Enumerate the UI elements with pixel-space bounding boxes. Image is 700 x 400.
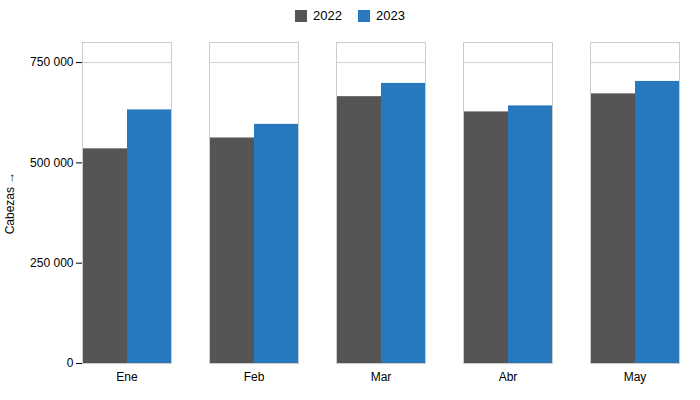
svg-text:Abr: Abr [499, 370, 518, 384]
svg-text:May: May [624, 370, 647, 384]
svg-text:Ene: Ene [116, 370, 138, 384]
svg-text:500 000: 500 000 [30, 156, 74, 170]
svg-text:Cabezas →: Cabezas → [3, 172, 17, 235]
svg-text:750 000: 750 000 [30, 55, 74, 69]
svg-text:Mar: Mar [371, 370, 392, 384]
svg-text:0: 0 [67, 356, 74, 370]
svg-text:250 000: 250 000 [30, 256, 74, 270]
svg-text:Feb: Feb [244, 370, 265, 384]
html-text:2023: 2023 [376, 8, 405, 23]
html-text:2022: 2022 [313, 8, 342, 23]
